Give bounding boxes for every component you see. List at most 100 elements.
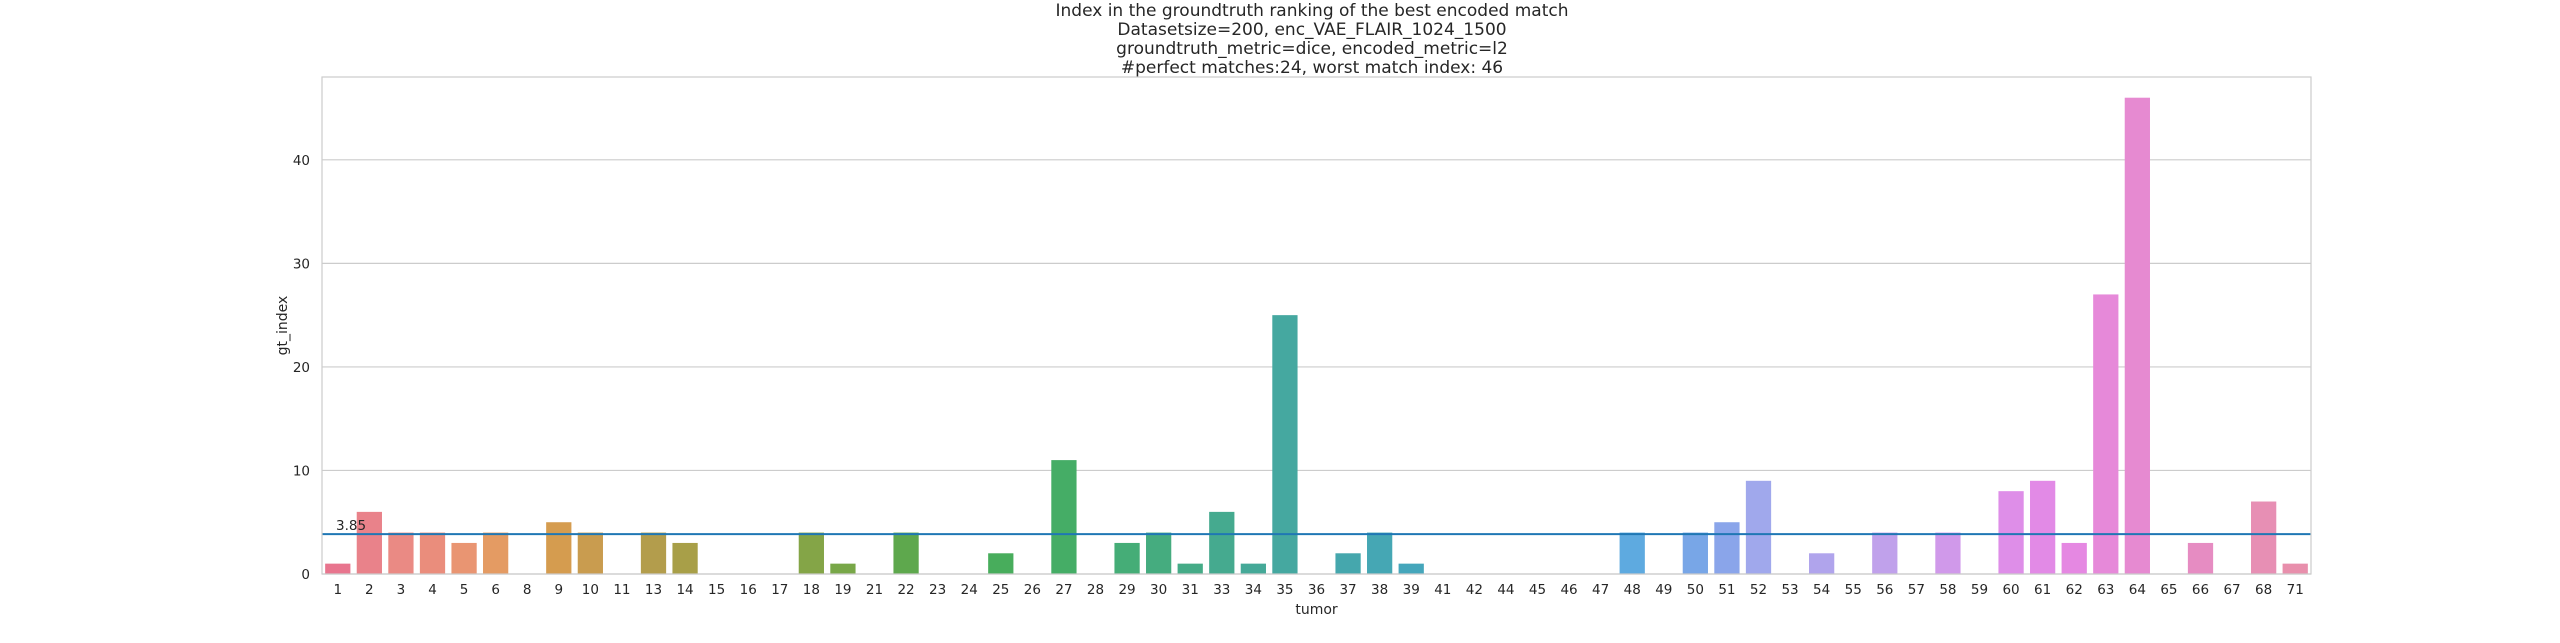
bar-tumor-1 — [325, 563, 351, 574]
bar-tumor-6 — [483, 532, 509, 574]
x-tick-label: 23 — [929, 582, 946, 598]
bar-tumor-22 — [893, 532, 919, 574]
bar-tumor-63 — [2093, 294, 2119, 574]
chart-title-line-4: #perfect matches:24, worst match index: … — [1121, 58, 1503, 78]
x-tick-label: 1 — [333, 582, 342, 598]
bar-tumor-13 — [640, 532, 667, 574]
bar-tumor-33 — [1209, 511, 1235, 574]
bar-tumor-4 — [419, 532, 446, 574]
x-tick-label: 55 — [1845, 582, 1862, 598]
y-tick-label: 10 — [293, 463, 310, 479]
x-tick-label: 26 — [1024, 582, 1041, 598]
x-tick-label: 11 — [613, 582, 630, 598]
bar-tumor-10 — [577, 532, 603, 574]
x-tick-label: 17 — [771, 582, 788, 598]
bar-tumor-62 — [2061, 542, 2087, 574]
bar-tumor-68 — [2251, 501, 2277, 574]
x-tick-label: 29 — [1118, 582, 1135, 598]
bar-tumor-29 — [1114, 542, 1140, 574]
x-tick-label: 46 — [1560, 582, 1577, 598]
bar-tumor-51 — [1714, 522, 1740, 574]
x-tick-label: 64 — [2129, 582, 2146, 598]
chart-title-line-3: groundtruth_metric=dice, encoded_metric=… — [1116, 39, 1508, 59]
bar-tumor-52 — [1745, 480, 1772, 574]
bar-tumor-2 — [356, 511, 382, 574]
bar-tumor-27 — [1051, 460, 1077, 574]
x-tick-label: 14 — [676, 582, 693, 598]
x-tick-label: 66 — [2192, 582, 2209, 598]
bar-tumor-66 — [2187, 542, 2214, 574]
x-tick-label: 59 — [1971, 582, 1988, 598]
x-tick-label: 63 — [2097, 582, 2114, 598]
x-tick-label: 30 — [1150, 582, 1167, 598]
bar-tumor-30 — [1146, 532, 1172, 574]
bar-tumor-48 — [1619, 532, 1645, 574]
bar-tumor-54 — [1809, 553, 1835, 574]
bar-tumor-60 — [1998, 491, 2024, 574]
plot-frame — [321, 76, 2312, 575]
x-tick-label: 60 — [2002, 582, 2019, 598]
x-tick-label: 67 — [2223, 582, 2240, 598]
reference-line-group: 3.85 — [322, 518, 2311, 536]
x-tick-label: 53 — [1781, 582, 1798, 598]
reference-line-label: 3.85 — [336, 518, 366, 534]
x-tick-label: 18 — [803, 582, 820, 598]
x-tick-label: 15 — [708, 582, 725, 598]
x-tick-label: 58 — [1939, 582, 1956, 598]
bar-tumor-31 — [1177, 563, 1203, 574]
x-tick-labels: 1 2 3 4 5 6 8 9 10 11 13 14 15 16 17 18 19 21 22 23 24 25 26 27… — [333, 582, 2303, 598]
bar-tumor-37 — [1335, 553, 1361, 574]
bar-tumor-50 — [1682, 532, 1708, 574]
x-tick-label: 2 — [365, 582, 374, 598]
chart-title: Index in the groundtruth ranking of the … — [1055, 1, 1568, 78]
x-tick-label: 31 — [1182, 582, 1199, 598]
bar-tumor-61 — [2030, 480, 2056, 574]
x-tick-label: 68 — [2255, 582, 2272, 598]
bar-tumor-56 — [1872, 532, 1898, 574]
x-tick-label: 71 — [2287, 582, 2304, 598]
x-tick-label: 49 — [1655, 582, 1672, 598]
chart-title-line-2: Datasetsize=200, enc_VAE_FLAIR_1024_1500 — [1117, 20, 1506, 40]
x-tick-label: 28 — [1087, 582, 1104, 598]
x-tick-label: 62 — [2066, 582, 2083, 598]
x-tick-label: 24 — [961, 582, 978, 598]
bar-tumor-58 — [1935, 532, 1961, 574]
y-tick-label: 20 — [293, 360, 310, 376]
bar-tumor-38 — [1367, 532, 1393, 574]
x-axis-label: tumor — [1295, 602, 1338, 618]
x-tick-label: 45 — [1529, 582, 1546, 598]
x-tick-label: 10 — [582, 582, 599, 598]
x-tick-label: 51 — [1718, 582, 1735, 598]
bar-tumor-64 — [2124, 97, 2150, 574]
bar-tumor-5 — [451, 542, 477, 574]
x-tick-label: 25 — [992, 582, 1009, 598]
bar-tumor-71 — [2282, 563, 2308, 574]
x-tick-label: 34 — [1245, 582, 1262, 598]
x-tick-label: 50 — [1687, 582, 1704, 598]
chart-title-line-1: Index in the groundtruth ranking of the … — [1055, 1, 1568, 21]
x-tick-label: 16 — [740, 582, 757, 598]
y-tick-label: 30 — [293, 256, 310, 272]
bars — [325, 97, 2308, 574]
y-axis-label: gt_index — [275, 296, 291, 356]
x-tick-label: 36 — [1308, 582, 1325, 598]
x-tick-label: 35 — [1276, 582, 1293, 598]
y-tick-label: 0 — [301, 567, 310, 583]
x-tick-label: 54 — [1813, 582, 1830, 598]
x-tick-label: 37 — [1339, 582, 1356, 598]
bar-tumor-39 — [1398, 563, 1424, 574]
x-tick-label: 33 — [1213, 582, 1230, 598]
x-tick-label: 27 — [1055, 582, 1072, 598]
x-tick-label: 44 — [1497, 582, 1514, 598]
x-tick-label: 5 — [460, 582, 469, 598]
bar-tumor-3 — [388, 532, 414, 574]
y-tick-labels: 0 10 20 30 40 — [293, 153, 310, 583]
x-tick-label: 13 — [645, 582, 662, 598]
x-tick-label: 42 — [1466, 582, 1483, 598]
x-tick-label: 57 — [1908, 582, 1925, 598]
x-tick-label: 6 — [491, 582, 500, 598]
x-tick-label: 4 — [428, 582, 437, 598]
x-tick-label: 19 — [834, 582, 851, 598]
